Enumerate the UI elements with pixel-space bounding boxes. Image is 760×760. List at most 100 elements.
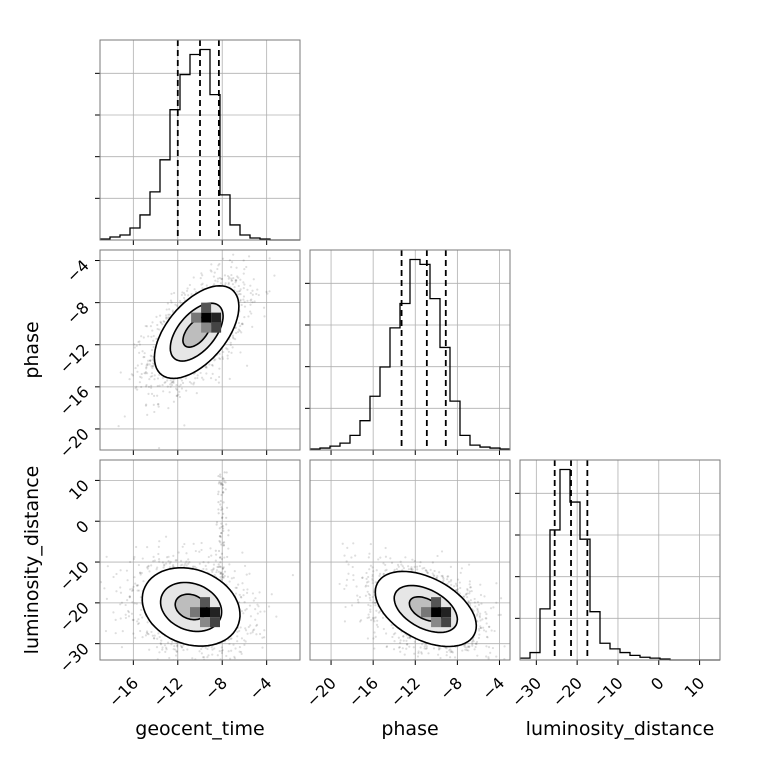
sample-point xyxy=(132,632,135,635)
sample-point xyxy=(230,649,233,652)
sample-point xyxy=(254,618,257,621)
sample-point xyxy=(141,350,144,353)
sample-point xyxy=(216,280,219,283)
sample-point xyxy=(390,624,393,627)
sample-point xyxy=(200,647,203,651)
sample-point xyxy=(365,571,368,575)
sample-point xyxy=(219,556,222,559)
sample-point xyxy=(164,535,168,538)
sample-point xyxy=(182,648,185,652)
sample-point xyxy=(244,609,247,612)
sample-point xyxy=(163,563,166,566)
sample-point xyxy=(397,636,400,639)
sample-point xyxy=(251,631,254,634)
sample-point xyxy=(145,364,148,367)
marginal-panel-phase xyxy=(305,249,511,455)
sample-point xyxy=(462,595,465,598)
sample-point xyxy=(136,589,139,592)
sample-point xyxy=(190,292,193,296)
sample-point xyxy=(474,605,477,608)
sample-point xyxy=(365,577,368,580)
sample-point xyxy=(175,387,178,390)
sample-point xyxy=(194,377,197,380)
sample-point xyxy=(242,287,245,290)
sample-point xyxy=(227,283,230,286)
sample-point xyxy=(369,619,373,622)
sample-point xyxy=(432,669,434,671)
sample-point xyxy=(141,636,144,639)
sample-point xyxy=(224,481,227,484)
sample-point xyxy=(239,595,243,598)
sample-point xyxy=(450,650,453,654)
sample-point xyxy=(151,366,154,369)
sample-point xyxy=(367,580,370,583)
sample-point xyxy=(225,506,229,509)
sample-point xyxy=(442,579,445,582)
sample-point xyxy=(239,351,242,354)
sample-point xyxy=(240,596,243,599)
sample-point xyxy=(165,562,168,565)
sample-point xyxy=(166,641,170,644)
sample-point xyxy=(219,565,222,569)
sample-point xyxy=(471,639,474,642)
sample-point xyxy=(243,639,246,642)
sample-point xyxy=(468,583,471,586)
sample-point xyxy=(175,394,178,398)
sample-point xyxy=(185,564,188,567)
sample-point xyxy=(243,601,246,604)
sample-point xyxy=(137,340,140,344)
sample-point xyxy=(127,611,131,614)
sample-point xyxy=(275,615,278,618)
sample-point xyxy=(497,613,500,617)
sample-point xyxy=(184,562,187,565)
sample-point xyxy=(465,592,468,596)
sample-point xyxy=(98,380,100,382)
sample-point xyxy=(150,384,153,387)
sample-point xyxy=(385,645,388,649)
sample-point xyxy=(372,637,375,640)
sample-point xyxy=(361,576,364,579)
sample-point xyxy=(450,583,453,586)
sample-point xyxy=(343,587,346,591)
sample-point xyxy=(235,331,238,335)
sample-point xyxy=(401,647,404,650)
sample-point xyxy=(227,650,230,653)
sample-point xyxy=(258,591,261,594)
sample-point xyxy=(148,363,151,366)
sample-point xyxy=(237,321,241,325)
sample-point xyxy=(127,615,131,618)
sample-point xyxy=(229,637,232,640)
sample-point xyxy=(247,255,251,258)
sample-point xyxy=(254,608,257,611)
sample-point xyxy=(485,635,489,638)
sample-point xyxy=(223,574,226,578)
sample-point xyxy=(214,378,217,381)
sample-point xyxy=(209,377,213,380)
sample-point xyxy=(236,635,239,638)
sample-point xyxy=(152,345,155,349)
sample-point xyxy=(192,565,195,568)
sample-point xyxy=(233,657,236,660)
sample-point xyxy=(479,626,482,630)
sample-point xyxy=(251,325,254,328)
sample-point xyxy=(175,304,179,307)
sample-point xyxy=(144,385,148,388)
sample-point xyxy=(423,645,426,648)
sample-point xyxy=(172,647,175,651)
sample-point xyxy=(170,381,173,385)
sample-point xyxy=(474,645,477,649)
sample-point xyxy=(408,636,411,640)
sample-point xyxy=(169,385,172,388)
sample-point xyxy=(200,283,203,286)
sample-point xyxy=(170,301,173,304)
sample-point xyxy=(352,574,355,577)
sample-point xyxy=(131,587,134,590)
sample-point xyxy=(175,650,178,653)
sample-point xyxy=(249,291,252,295)
sample-point xyxy=(484,617,487,620)
sample-point xyxy=(384,546,387,550)
sample-point xyxy=(150,372,154,375)
sample-point xyxy=(243,283,246,286)
sample-point xyxy=(255,633,258,636)
